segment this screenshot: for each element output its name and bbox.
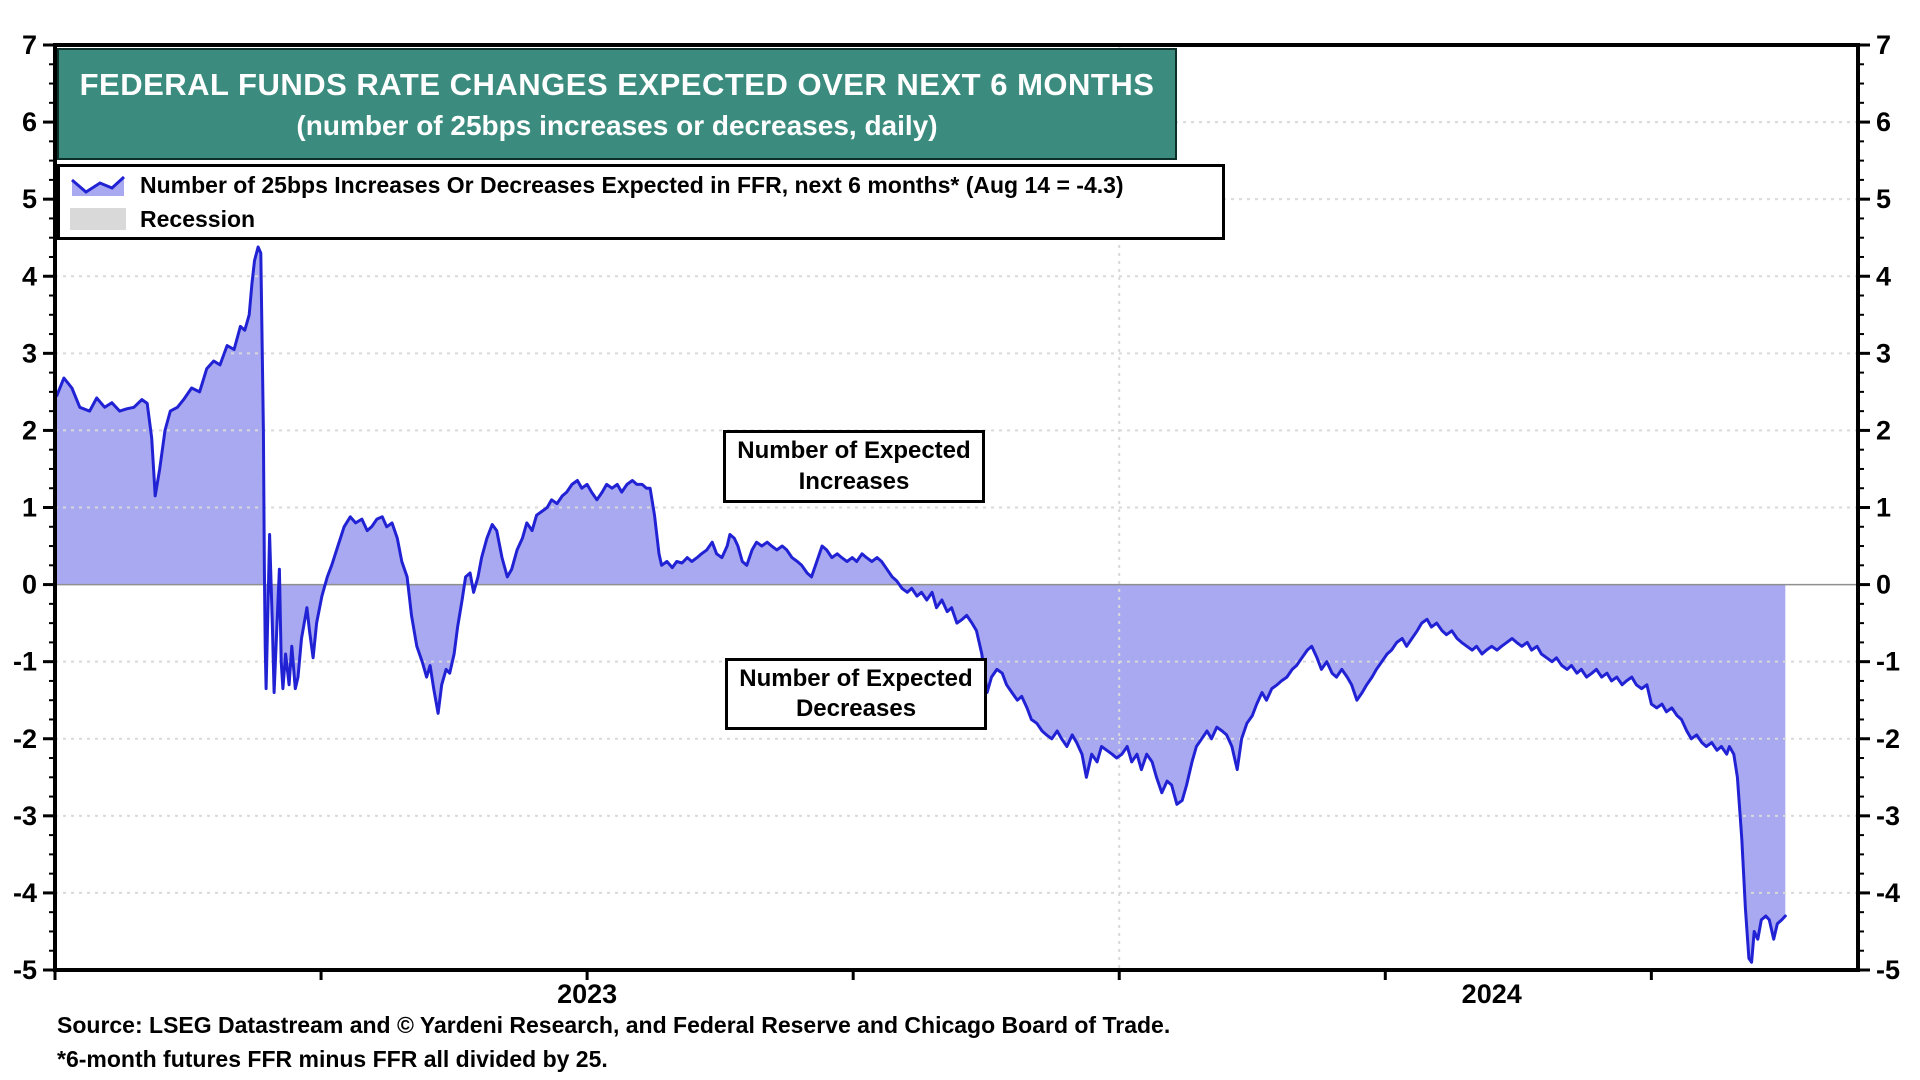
legend: Number of 25bps Increases Or Decreases E… [57,164,1225,240]
y-axis-label-left: 2 [22,415,37,445]
y-axis-label-right: -2 [1876,724,1900,754]
annotation-decreases: Number of Expected Decreases [725,658,987,730]
y-axis-label-right: 0 [1876,570,1891,600]
y-axis-label-right: 2 [1876,415,1891,445]
chart-title-line2: (number of 25bps increases or decreases,… [296,109,938,141]
y-axis-label-right: -4 [1876,878,1900,908]
y-axis-label-left: -4 [13,878,37,908]
x-axis-label: 2024 [1462,979,1522,1009]
legend-series-label: Number of 25bps Increases Or Decreases E… [140,171,1124,198]
y-axis-label-left: 3 [22,338,37,368]
legend-row-recession: Recession [70,203,1212,235]
annotation-decreases-line2: Decreases [795,695,917,722]
y-axis-label-right: -1 [1876,647,1900,677]
legend-recession-label: Recession [140,205,256,232]
y-axis-label-right: 6 [1876,107,1891,137]
annotation-increases-line2: Increases [798,467,910,495]
x-axis-label: 2023 [557,979,617,1009]
y-axis-label-left: -3 [13,801,37,831]
y-axis-label-left: 6 [22,107,37,137]
y-axis-label-left: 5 [22,184,37,214]
y-axis-label-right: 1 [1876,493,1891,523]
footnote-line: *6-month futures FFR minus FFR all divid… [57,1046,608,1072]
y-axis-label-right: 4 [1876,261,1891,291]
chart-title-banner: FEDERAL FUNDS RATE CHANGES EXPECTED OVER… [57,48,1177,160]
series-line-icon [70,172,126,198]
y-axis-label-left: 4 [22,261,37,291]
chart-title-line1: FEDERAL FUNDS RATE CHANGES EXPECTED OVER… [79,66,1155,102]
y-axis-label-right: 5 [1876,184,1891,214]
annotation-increases-line1: Number of Expected [737,437,971,465]
area-series [56,247,1786,963]
y-axis-label-right: -3 [1876,801,1900,831]
y-axis-label-left: 1 [22,493,37,523]
source-line: Source: LSEG Datastream and © Yardeni Re… [57,1012,1171,1038]
y-axis-label-left: -5 [13,955,37,985]
y-axis-label-right: -5 [1876,955,1900,985]
annotation-increases: Number of Expected Increases [723,430,985,503]
y-axis-label-left: 0 [22,570,37,600]
y-axis-label-right: 7 [1876,30,1891,60]
recession-swatch [70,206,126,232]
y-axis-label-left: -1 [13,647,37,677]
legend-row-series: Number of 25bps Increases Or Decreases E… [70,169,1212,201]
y-axis-label-left: -2 [13,724,37,754]
y-axis-label-right: 3 [1876,338,1891,368]
y-axis-label-left: 7 [22,30,37,60]
line-series [55,245,1787,964]
annotation-decreases-line1: Number of Expected [739,664,973,692]
